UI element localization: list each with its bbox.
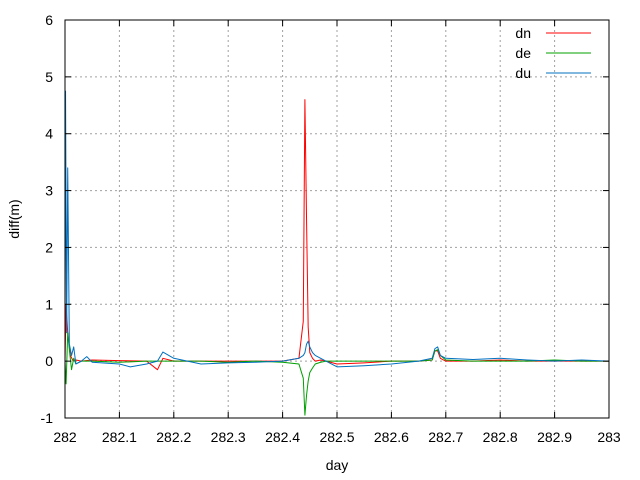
series-lines [64, 90, 610, 416]
x-tick-label: 282.7 [428, 429, 463, 445]
x-tick-label: 282.4 [265, 429, 300, 445]
legend-label-de: de [515, 45, 531, 61]
y-tick-label: -1 [41, 410, 54, 426]
x-tick-label: 282.6 [374, 429, 409, 445]
x-tick-label: 282.8 [483, 429, 518, 445]
legend: dn de du [515, 25, 591, 81]
x-axis-label: day [326, 457, 349, 473]
x-tick-label: 282.9 [537, 429, 572, 445]
x-tick-label: 283 [597, 429, 621, 445]
y-tick-label: 3 [45, 183, 53, 199]
y-tick-label: 1 [45, 296, 53, 312]
y-tick-label: 0 [45, 353, 53, 369]
x-tick-label: 282.2 [156, 429, 191, 445]
x-tick-label: 282 [53, 429, 77, 445]
x-tick-label: 282.1 [102, 429, 137, 445]
y-tick-label: 2 [45, 239, 53, 255]
axis-ticks: 282 282.1 282.2 282.3 282.4 282.5 282.6 282.7 28… [41, 12, 621, 445]
series-line-du [64, 90, 610, 368]
legend-label-dn: dn [515, 25, 531, 41]
legend-label-du: du [515, 65, 531, 81]
x-tick-label: 282.5 [319, 429, 354, 445]
x-tick-label: 282.3 [211, 429, 246, 445]
y-axis-label: diff(m) [6, 199, 22, 238]
y-tick-label: 5 [45, 69, 53, 85]
y-tick-label: 6 [45, 12, 53, 28]
y-tick-label: 4 [45, 126, 53, 142]
